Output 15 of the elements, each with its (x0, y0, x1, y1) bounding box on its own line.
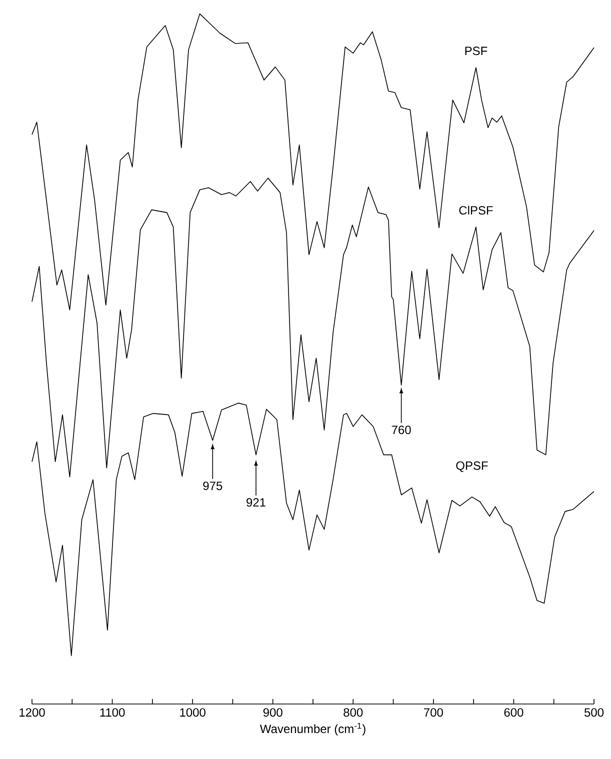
x-tick-label: 600 (504, 708, 524, 717)
x-tick-label: 1000 (180, 708, 206, 717)
x-tick-label: 800 (344, 708, 363, 717)
x-tick-label: 1100 (100, 708, 125, 717)
series-label: PSF (465, 46, 488, 56)
series-label: ClPSF (459, 206, 493, 215)
x-tick-label: 700 (424, 708, 443, 717)
annotation: 760 (392, 426, 411, 434)
annotation: 921 (246, 498, 266, 507)
x-tick-label: 500 (584, 708, 604, 717)
x-tick-label: 1200 (20, 708, 45, 717)
x-tick-label: 900 (263, 708, 282, 717)
x-axis-title: Wavenumber (cm$^{-1}$) (260, 722, 366, 736)
annotation: 975 (203, 482, 222, 490)
text: QPSF (456, 461, 488, 472)
